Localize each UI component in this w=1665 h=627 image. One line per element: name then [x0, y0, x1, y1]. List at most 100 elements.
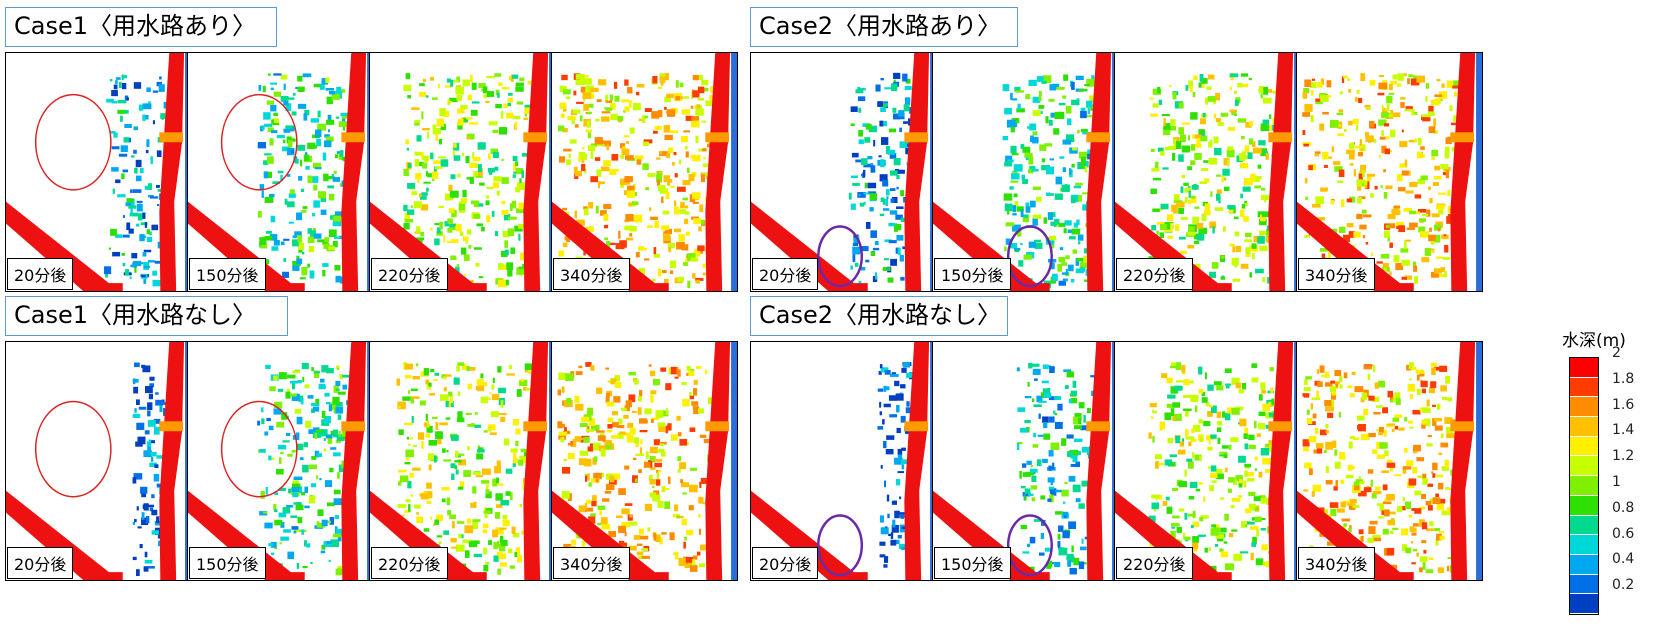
time-label: 340分後 — [553, 547, 630, 579]
flood-map — [552, 342, 737, 580]
time-label: 150分後 — [189, 258, 266, 290]
legend-swatch — [1570, 574, 1598, 595]
inundation-patches — [557, 73, 719, 289]
legend-tick-label: 1.4 — [1612, 422, 1635, 439]
legend-swatch — [1570, 417, 1598, 437]
inundation-patches — [1002, 74, 1099, 288]
river-vertical — [904, 342, 930, 580]
flood-map — [933, 342, 1118, 580]
time-label: 150分後 — [934, 547, 1011, 579]
highlight-circle-purple — [1006, 225, 1053, 288]
flood-map — [933, 53, 1118, 291]
legend-tick-label: 1.6 — [1612, 396, 1635, 413]
time-label: 150分後 — [934, 258, 1011, 290]
river-vertical — [705, 342, 731, 580]
legend-swatch — [1570, 436, 1598, 457]
legend-swatch — [1570, 476, 1598, 496]
time-label: 220分後 — [371, 547, 448, 579]
time-label: 340分後 — [1298, 258, 1375, 290]
legend-tick-label: 2 — [1612, 345, 1621, 361]
case-title: Case1〈用水路あり〉 — [5, 7, 277, 47]
river-vertical — [523, 342, 549, 580]
map-panel: 20分後 — [750, 341, 937, 581]
map-panel: 150分後 — [932, 52, 1119, 292]
case-title: Case2〈用水路あり〉 — [750, 7, 1018, 47]
map-panel: 340分後 — [551, 341, 738, 581]
legend-tick-label: 0.8 — [1612, 499, 1635, 516]
inundation-patches — [1302, 362, 1461, 574]
depth-color-legend — [1569, 357, 1599, 615]
flood-map — [1115, 53, 1300, 291]
time-label: 20分後 — [7, 547, 74, 579]
map-panel: 20分後 — [750, 52, 937, 292]
flood-map — [6, 53, 191, 291]
river-vertical — [1450, 53, 1476, 291]
river-vertical — [341, 53, 367, 291]
legend-tick-label: 0.4 — [1612, 551, 1635, 568]
time-label: 220分後 — [371, 258, 448, 290]
legend-title: 水深(m) — [1562, 331, 1626, 351]
legend-swatch — [1570, 377, 1598, 398]
map-panel: 220分後 — [1114, 341, 1301, 581]
highlight-circle-red — [220, 93, 298, 191]
river-vertical — [159, 342, 185, 580]
river-vertical — [523, 53, 549, 291]
inundation-patches — [257, 362, 355, 576]
flood-map — [370, 342, 555, 580]
river-vertical — [1268, 342, 1294, 580]
time-label: 20分後 — [752, 258, 819, 290]
river-vertical — [341, 342, 367, 580]
inundation-patches — [1148, 362, 1281, 574]
map-panel: 150分後 — [187, 52, 374, 292]
time-label: 20分後 — [7, 258, 74, 290]
map-panel: 150分後 — [187, 341, 374, 581]
flood-map — [751, 53, 936, 291]
highlight-circle-red — [34, 93, 112, 191]
inundation-patches — [257, 73, 354, 284]
inundation-patches — [132, 362, 172, 577]
river-vertical — [1086, 53, 1112, 291]
map-panel: 220分後 — [369, 341, 556, 581]
map-panel: 220分後 — [369, 52, 556, 292]
map-panel: 150分後 — [932, 341, 1119, 581]
time-label: 220分後 — [1116, 258, 1193, 290]
highlight-circle-red — [34, 400, 112, 498]
map-panel: 20分後 — [5, 341, 192, 581]
highlight-circle-purple — [1006, 514, 1053, 577]
legend-tick-label: 0.2 — [1612, 577, 1635, 594]
flood-map — [188, 342, 373, 580]
flood-map — [188, 53, 373, 291]
inundation-patches — [557, 362, 717, 576]
river-vertical — [904, 53, 930, 291]
map-panel: 340分後 — [551, 52, 738, 292]
map-panel: 20分後 — [5, 52, 192, 292]
case-title: Case1〈用水路なし〉 — [5, 296, 288, 336]
case-title: Case2〈用水路なし〉 — [750, 296, 1008, 336]
legend-tick-label: 0.6 — [1612, 525, 1635, 542]
legend-swatch — [1570, 495, 1598, 516]
time-label: 340分後 — [1298, 547, 1375, 579]
map-panel: 220分後 — [1114, 52, 1301, 292]
flood-map — [1297, 342, 1482, 580]
river-vertical — [1450, 342, 1476, 580]
legend-tick-label: 1 — [1612, 474, 1621, 490]
legend-tick-label: 1.2 — [1612, 448, 1635, 465]
flood-map — [370, 53, 555, 291]
legend-swatch — [1570, 594, 1598, 614]
legend-swatch — [1570, 535, 1598, 555]
time-label: 20分後 — [752, 547, 819, 579]
time-label: 340分後 — [553, 258, 630, 290]
highlight-circle-purple — [817, 514, 864, 577]
flood-map — [751, 342, 936, 580]
highlight-circle-purple — [817, 225, 864, 288]
inundation-patches — [403, 73, 535, 288]
inundation-patches — [1302, 73, 1464, 287]
flood-map — [6, 342, 191, 580]
map-panel: 340分後 — [1296, 341, 1483, 581]
legend-swatch — [1570, 397, 1598, 418]
legend-swatch — [1570, 515, 1598, 536]
time-label: 220分後 — [1116, 547, 1193, 579]
time-label: 150分後 — [189, 547, 266, 579]
map-panel: 340分後 — [1296, 52, 1483, 292]
flood-map — [1115, 342, 1300, 580]
